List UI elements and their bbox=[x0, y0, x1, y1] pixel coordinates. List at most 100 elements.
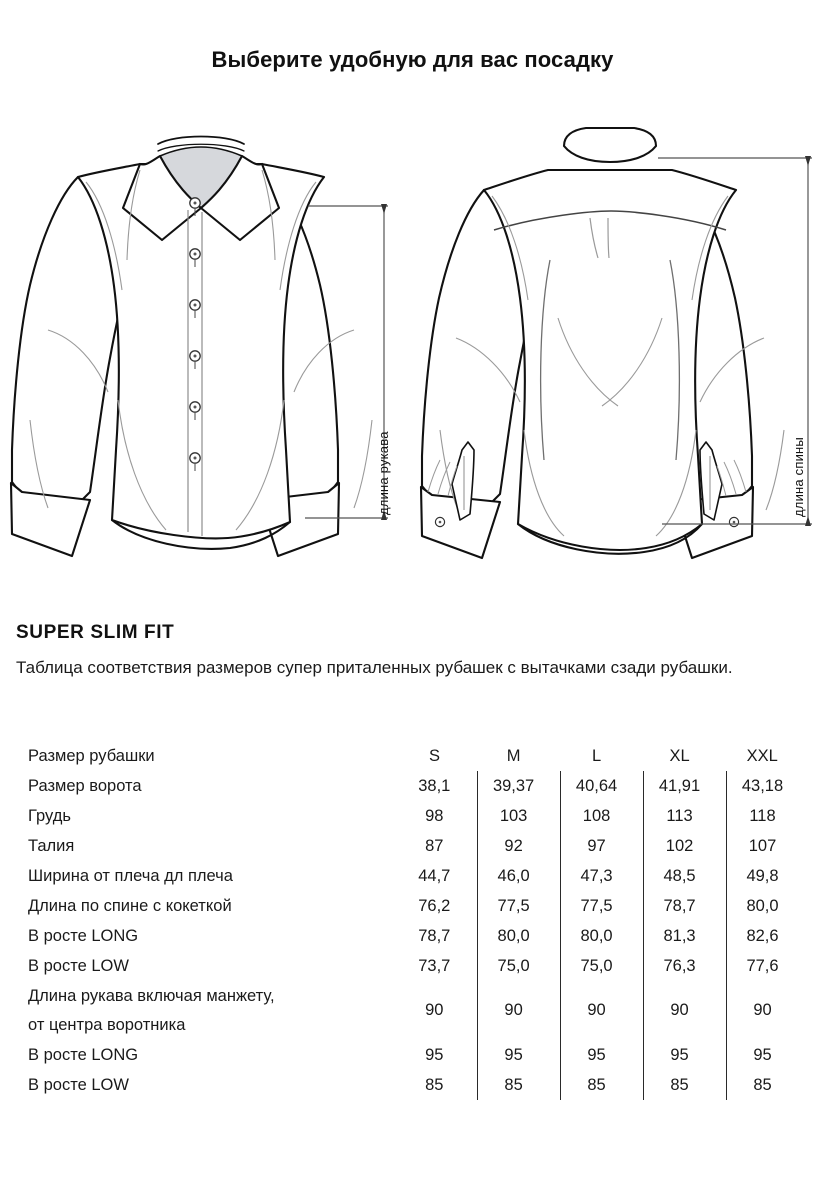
button-icon bbox=[189, 452, 201, 471]
row-value-l: 90 bbox=[560, 981, 644, 1040]
size-table: Размер рубашки S M L XL XXL Размер ворот… bbox=[16, 741, 809, 1100]
table-row: Грудь 98 103 108 113 118 bbox=[16, 801, 809, 831]
row-value-l: 77,5 bbox=[560, 891, 644, 921]
sleeve-length-dimension bbox=[305, 205, 388, 519]
table-row: Длина по спине с кокеткой 76,2 77,5 77,5 78,… bbox=[16, 891, 809, 921]
row-value-s: 73,7 bbox=[418, 956, 451, 975]
row-label: В росте LOW bbox=[28, 1075, 129, 1094]
sleeve-length-label: длина рукава bbox=[376, 431, 391, 515]
row-value-xl: 90 bbox=[643, 981, 727, 1040]
table-row: В росте LOW 85 85 85 85 85 bbox=[16, 1070, 809, 1100]
row-value-l: 97 bbox=[560, 831, 644, 861]
header-size-m: M bbox=[506, 746, 521, 765]
row-value-xxl: 107 bbox=[726, 831, 809, 861]
row-value-xxl: 43,18 bbox=[726, 771, 809, 801]
table-row: В росте LONG 78,7 80,0 80,0 81,3 82,6 bbox=[16, 921, 809, 951]
table-row: Талия 87 92 97 102 107 bbox=[16, 831, 809, 861]
row-value-xxl: 82,6 bbox=[726, 921, 809, 951]
row-value-m: 95 bbox=[477, 1040, 561, 1070]
row-value-xxl: 95 bbox=[726, 1040, 809, 1070]
row-value-xl: 102 bbox=[643, 831, 727, 861]
front-body bbox=[76, 162, 326, 540]
row-label: Длина рукава включая манжету, от центра в… bbox=[28, 986, 275, 1034]
row-label: Ширина от плеча дл плеча bbox=[28, 866, 233, 885]
front-neckband-seam bbox=[157, 143, 245, 152]
row-value-l: 95 bbox=[560, 1040, 644, 1070]
header-size-xxl: XXL bbox=[746, 746, 778, 765]
row-label: В росте LOW bbox=[28, 956, 129, 975]
row-value-xxl: 49,8 bbox=[726, 861, 809, 891]
back-hem bbox=[516, 522, 704, 555]
header-size-s: S bbox=[429, 746, 441, 765]
row-value-m: 103 bbox=[477, 801, 561, 831]
row-value-m: 90 bbox=[477, 981, 561, 1040]
back-yoke-seam bbox=[493, 210, 727, 231]
button-icon bbox=[189, 401, 201, 420]
table-row: Ширина от плеча дл плеча 44,7 46,0 47,3 48,5… bbox=[16, 861, 809, 891]
row-value-xl: 113 bbox=[643, 801, 727, 831]
front-buttons bbox=[189, 197, 201, 471]
row-value-m: 77,5 bbox=[477, 891, 561, 921]
row-label: В росте LONG bbox=[28, 926, 139, 945]
row-value-xl: 81,3 bbox=[643, 921, 727, 951]
row-value-s: 76,2 bbox=[418, 896, 451, 915]
fit-description: Таблица соответствия размеров супер прит… bbox=[16, 658, 733, 677]
row-label: Грудь bbox=[28, 806, 71, 825]
row-label: Длина по спине с кокеткой bbox=[28, 896, 232, 915]
back-left-cuff bbox=[419, 485, 502, 560]
row-value-xl: 41,91 bbox=[643, 771, 727, 801]
page-title: Выберите удобную для вас посадку bbox=[211, 47, 614, 72]
table-row: Размер ворота 38,1 39,37 40,64 41,91 43,18 bbox=[16, 771, 809, 801]
row-value-l: 47,3 bbox=[560, 861, 644, 891]
button-icon bbox=[189, 248, 201, 267]
row-value-xxl: 85 bbox=[726, 1070, 809, 1100]
dimension-arrowheads bbox=[381, 204, 387, 520]
back-length-dimension bbox=[658, 157, 812, 525]
back-darts bbox=[539, 259, 681, 461]
row-value-s: 95 bbox=[425, 1045, 444, 1064]
row-value-xl: 48,5 bbox=[643, 861, 727, 891]
row-value-l: 108 bbox=[560, 801, 644, 831]
row-value-xl: 85 bbox=[643, 1070, 727, 1100]
row-value-s: 90 bbox=[425, 1001, 444, 1019]
row-value-xxl: 77,6 bbox=[726, 951, 809, 981]
front-detail-lines bbox=[29, 169, 373, 531]
back-detail-lines bbox=[439, 195, 785, 537]
row-value-s: 44,7 bbox=[418, 866, 451, 885]
illustration-area: длина рукава bbox=[0, 100, 825, 560]
row-value-m: 92 bbox=[477, 831, 561, 861]
row-value-l: 85 bbox=[560, 1070, 644, 1100]
row-value-s: 78,7 bbox=[418, 926, 451, 945]
row-value-xl: 78,7 bbox=[643, 891, 727, 921]
row-value-xxl: 118 bbox=[726, 801, 809, 831]
back-left-cuff-gathers bbox=[427, 459, 458, 497]
back-collar bbox=[562, 126, 658, 164]
row-value-l: 80,0 bbox=[560, 921, 644, 951]
back-body bbox=[482, 168, 738, 551]
shirt-back-illustration bbox=[412, 100, 825, 560]
table-row: Длина рукава включая манжету, от центра в… bbox=[16, 981, 809, 1040]
front-left-cuff bbox=[9, 481, 92, 558]
row-value-xxl: 80,0 bbox=[726, 891, 809, 921]
row-value-s: 85 bbox=[425, 1075, 444, 1094]
button-icon bbox=[728, 516, 740, 528]
front-placket bbox=[187, 210, 203, 536]
front-collar-left bbox=[121, 154, 203, 242]
front-hem bbox=[110, 518, 292, 550]
table-row: В росте LOW 73,7 75,0 75,0 76,3 77,6 bbox=[16, 951, 809, 981]
button-icon bbox=[189, 350, 201, 369]
row-label: В росте LONG bbox=[28, 1045, 139, 1064]
row-value-l: 75,0 bbox=[560, 951, 644, 981]
header-label-cell: Размер рубашки bbox=[28, 746, 155, 765]
fit-name-heading: SUPER SLIM FIT bbox=[16, 622, 175, 643]
header-size-xl: XL bbox=[669, 746, 690, 765]
row-value-s: 98 bbox=[425, 806, 444, 825]
row-value-l: 40,64 bbox=[560, 771, 644, 801]
table-header-row: Размер рубашки S M L XL XXL bbox=[16, 741, 809, 771]
row-value-xl: 95 bbox=[643, 1040, 727, 1070]
button-icon bbox=[434, 516, 446, 528]
back-right-cuff-gathers bbox=[716, 459, 747, 497]
size-table-body: Размер ворота 38,1 39,37 40,64 41,91 43,18 Гру… bbox=[16, 771, 809, 1100]
shirt-front-illustration bbox=[0, 100, 412, 560]
row-value-xl: 76,3 bbox=[643, 951, 727, 981]
